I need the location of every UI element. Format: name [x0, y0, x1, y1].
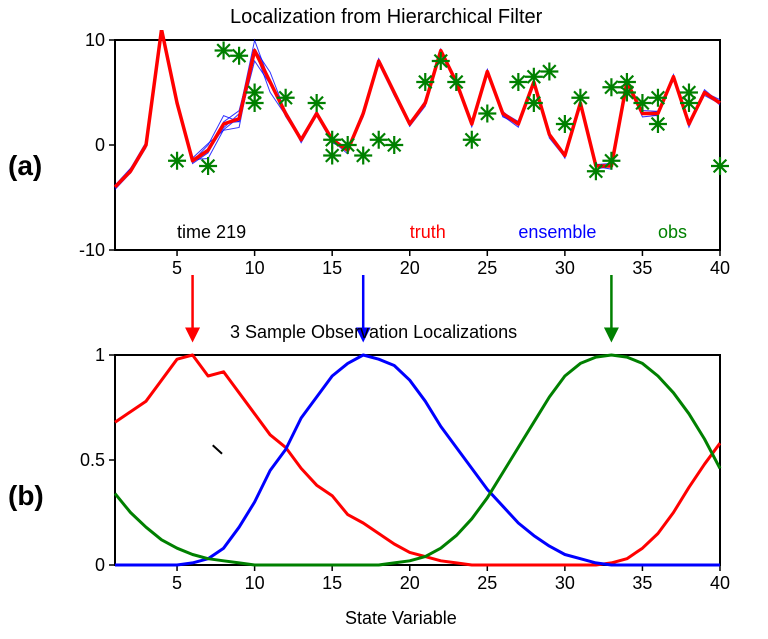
svg-text:40: 40: [710, 573, 730, 593]
svg-text:0: 0: [95, 555, 105, 575]
obs-marker: [618, 84, 636, 102]
svg-text:35: 35: [632, 573, 652, 593]
svg-text:25: 25: [477, 573, 497, 593]
obs-marker: [649, 115, 667, 133]
panel-a-label: (a): [8, 150, 42, 182]
obs-marker: [385, 136, 403, 154]
panel-b-label: (b): [8, 480, 44, 512]
obs-marker: [215, 42, 233, 60]
obs-marker: [633, 94, 651, 112]
localization-line: [115, 355, 720, 565]
obs-marker: [323, 131, 341, 149]
obs-marker: [587, 162, 605, 180]
legend-item: truth: [410, 222, 446, 242]
obs-marker: [556, 115, 574, 133]
obs-marker: [432, 52, 450, 70]
svg-text:20: 20: [400, 573, 420, 593]
obs-marker: [711, 157, 729, 175]
obs-marker: [246, 94, 264, 112]
obs-marker: [416, 73, 434, 91]
panel-b-chart: 00.51510152025303540: [70, 345, 730, 600]
obs-marker: [478, 105, 496, 123]
obs-marker: [370, 131, 388, 149]
panel-b-title: 3 Sample Observation Localizations: [230, 322, 517, 343]
x-axis-label: State Variable: [345, 608, 457, 629]
svg-text:1: 1: [95, 345, 105, 365]
obs-marker: [680, 94, 698, 112]
ensemble-line: [115, 30, 720, 185]
obs-marker: [277, 89, 295, 107]
svg-text:10: 10: [85, 30, 105, 50]
legend-item: ensemble: [518, 222, 596, 242]
localization-line: [115, 355, 720, 565]
obs-marker: [649, 89, 667, 107]
legend-item: obs: [658, 222, 687, 242]
svg-text:-10: -10: [79, 240, 105, 260]
obs-marker: [571, 89, 589, 107]
svg-text:15: 15: [322, 573, 342, 593]
svg-text:30: 30: [555, 573, 575, 593]
panel-a-title: Localization from Hierarchical Filter: [230, 6, 542, 29]
figure: (a) (b) Localization from Hierarchical F…: [0, 0, 768, 639]
svg-text:5: 5: [172, 573, 182, 593]
svg-text:0.5: 0.5: [80, 450, 105, 470]
localization-line: [115, 355, 720, 565]
svg-text:0: 0: [95, 135, 105, 155]
svg-text:10: 10: [245, 573, 265, 593]
obs-marker: [168, 152, 186, 170]
obs-marker: [525, 94, 543, 112]
obs-marker: [339, 136, 357, 154]
panel-a-chart: -10010510152025303540time 219truthensemb…: [70, 30, 730, 280]
obs-marker: [509, 73, 527, 91]
legend-item: time 219: [177, 222, 246, 242]
obs-marker: [525, 68, 543, 86]
obs-marker: [540, 63, 558, 81]
obs-marker: [308, 94, 326, 112]
obs-marker: [354, 147, 372, 165]
obs-marker: [602, 152, 620, 170]
obs-marker: [323, 147, 341, 165]
obs-marker: [447, 73, 465, 91]
obs-marker: [199, 157, 217, 175]
obs-marker: [463, 131, 481, 149]
obs-marker: [602, 78, 620, 96]
obs-marker: [230, 47, 248, 65]
